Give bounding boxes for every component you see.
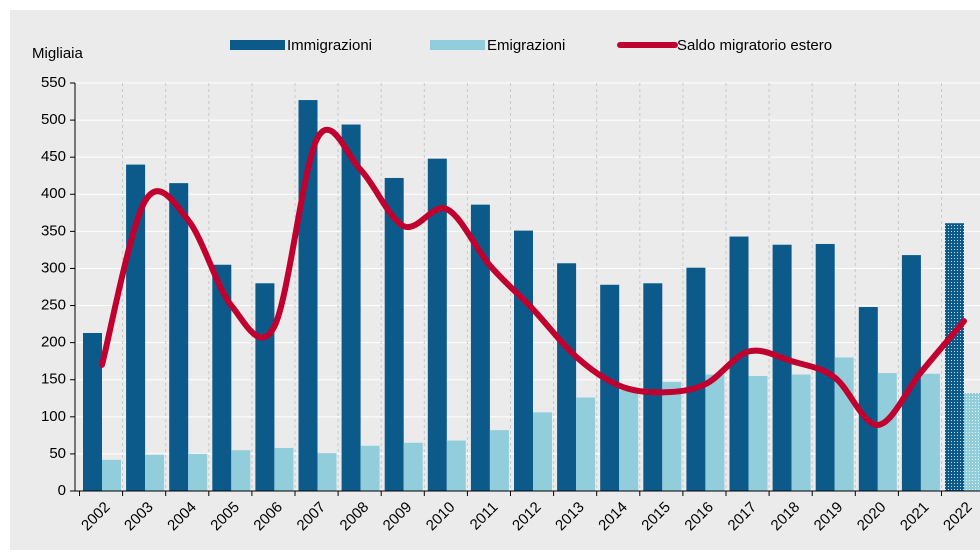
y-tick-label: 250 bbox=[41, 297, 66, 314]
bar bbox=[901, 255, 921, 491]
y-tick-label: 200 bbox=[41, 334, 66, 351]
bar bbox=[686, 267, 706, 491]
bar bbox=[231, 450, 251, 491]
bar bbox=[643, 283, 663, 491]
legend-label: Immigrazioni bbox=[287, 37, 372, 54]
bar bbox=[514, 230, 533, 491]
bar bbox=[360, 445, 380, 491]
legend-label: Saldo migratorio estero bbox=[677, 37, 832, 54]
bar bbox=[212, 264, 232, 491]
y-tick-label: 100 bbox=[41, 408, 66, 425]
y-tick-label: 0 bbox=[58, 482, 66, 499]
bar bbox=[748, 376, 768, 491]
bar bbox=[576, 397, 596, 491]
y-tick-label: 550 bbox=[41, 74, 66, 91]
bar bbox=[317, 453, 337, 491]
bar bbox=[489, 430, 509, 491]
bar bbox=[274, 447, 294, 491]
legend-label: Emigrazioni bbox=[487, 37, 565, 54]
bar bbox=[705, 374, 725, 491]
bar bbox=[815, 243, 835, 491]
y-tick-label: 400 bbox=[41, 185, 66, 202]
bar bbox=[427, 158, 447, 491]
y-tick-label: 350 bbox=[41, 222, 66, 239]
bar bbox=[964, 393, 980, 491]
y-tick-label: 150 bbox=[41, 371, 66, 388]
bar bbox=[102, 459, 121, 491]
y-tick-label: 50 bbox=[49, 445, 66, 462]
bar bbox=[83, 332, 102, 491]
bar bbox=[255, 283, 275, 491]
bar bbox=[341, 124, 361, 492]
y-tick-label: 450 bbox=[41, 148, 66, 165]
legend-swatch bbox=[230, 40, 285, 50]
line bbox=[99, 126, 967, 428]
bar bbox=[446, 440, 466, 491]
bar bbox=[188, 453, 208, 491]
bar bbox=[384, 177, 404, 491]
bar bbox=[557, 263, 577, 491]
bar bbox=[858, 307, 878, 491]
bar bbox=[619, 390, 639, 491]
bar bbox=[533, 412, 552, 491]
bar bbox=[470, 204, 490, 491]
bar bbox=[600, 284, 620, 491]
bar bbox=[877, 373, 897, 491]
bar bbox=[662, 381, 682, 491]
bar bbox=[169, 183, 189, 492]
y-tick-label: 300 bbox=[41, 259, 66, 276]
bar bbox=[729, 236, 749, 491]
bar bbox=[945, 223, 964, 491]
legend-swatch bbox=[430, 40, 485, 50]
bar bbox=[772, 244, 792, 491]
bar bbox=[920, 373, 940, 491]
bar bbox=[791, 374, 811, 491]
bar bbox=[145, 454, 165, 491]
bar bbox=[403, 442, 423, 491]
y-tick-label: 500 bbox=[41, 111, 66, 128]
y-axis-label: Migliaia bbox=[32, 45, 84, 62]
